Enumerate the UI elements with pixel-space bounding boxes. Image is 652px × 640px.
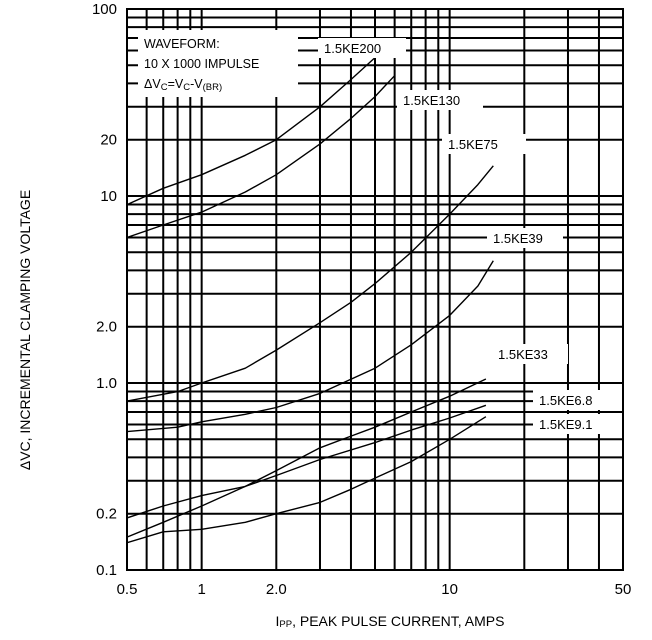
series-line-1-5ke9-1 (126, 416, 487, 544)
annotation-line-3: ΔVC=VC-V(BR) (144, 77, 222, 93)
curves (126, 57, 494, 544)
y-tick-label: 10 (100, 188, 117, 205)
x-tick-label: 1 (197, 581, 205, 598)
curve-label-bg (533, 390, 623, 410)
y-tick-label: 20 (100, 132, 117, 149)
waveform-annotation: WAVEFORM: 10 X 1000 IMPULSE ΔVC=VC-V(BR) (138, 30, 298, 97)
curve-label-1-5ke39: 1.5KE39 (493, 231, 543, 246)
curve-label-1-5ke33: 1.5KE33 (498, 347, 548, 362)
y-tick-label: 2.0 (96, 319, 117, 336)
curve-label-bg (487, 228, 563, 248)
curve-label-bg (533, 414, 623, 434)
series-line-1-5ke200 (126, 57, 376, 206)
annotation-line-2: 10 X 1000 IMPULSE (144, 57, 259, 71)
series-line-1-5ke75 (126, 165, 494, 402)
curve-label-bg (442, 134, 526, 154)
series-line-1-5ke130 (126, 75, 396, 239)
series-line-1-5ke6-8 (126, 404, 487, 519)
y-tick-labels: 0.1 0.2 1.0 2.0 10 20 100 (92, 1, 117, 579)
x-tick-label: 50 (615, 581, 632, 598)
series-line-1-5ke39 (126, 260, 494, 433)
x-tick-labels: 0.5 1 2.0 10 50 (117, 581, 632, 598)
x-tick-label: 0.5 (117, 581, 138, 598)
x-tick-label: 2.0 (266, 581, 287, 598)
x-tick-label: 10 (441, 581, 458, 598)
annotation-line-1: WAVEFORM: (144, 37, 220, 51)
y-axis-title: ΔVC, INCREMENTAL CLAMPING VOLTAGE (17, 190, 33, 470)
y-tick-label: 0.1 (96, 562, 117, 579)
y-tick-label: 100 (92, 1, 117, 18)
curve-label-1-5ke200: 1.5KE200 (324, 41, 381, 56)
curve-label-1-5ke130: 1.5KE130 (403, 93, 460, 108)
y-tick-label: 0.2 (96, 506, 117, 523)
curve-label-1-5ke9-1: 1.5KE9.1 (539, 417, 593, 432)
curve-label-bg (397, 90, 483, 110)
plot-frame (126, 8, 624, 571)
curve-labels: 1.5KE200 1.5KE130 1.5KE75 1.5KE39 1.5KE33 1.5… (318, 38, 623, 434)
curve-label-1-5ke6-8: 1.5KE6.8 (539, 393, 593, 408)
series-line-1-5ke33 (126, 378, 487, 538)
curve-label-bg (492, 344, 568, 364)
y-tick-label: 1.0 (96, 375, 117, 392)
curve-label-1-5ke75: 1.5KE75 (448, 137, 498, 152)
curve-label-bg (318, 38, 406, 58)
x-axis-title: IPP, PEAK PULSE CURRENT, AMPS (276, 613, 505, 630)
